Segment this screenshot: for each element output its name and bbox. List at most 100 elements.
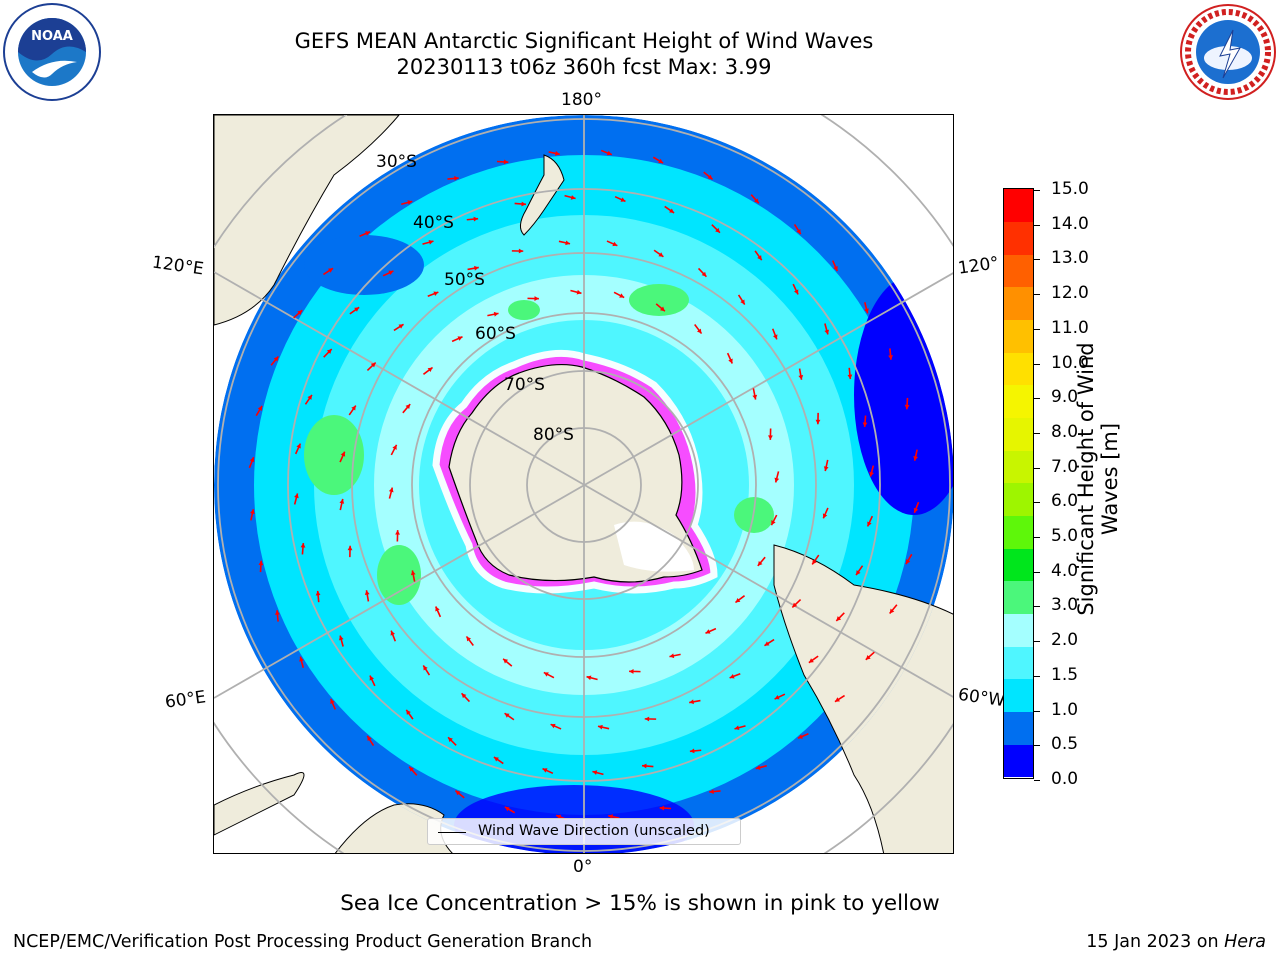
wave-direction-arrowhead	[792, 602, 798, 608]
chart-subtitle: 20230113 t06z 360h fcst Max: 3.99	[396, 55, 772, 79]
wave-direction-arrowhead	[474, 265, 479, 271]
colorbar-tick-mark	[1034, 606, 1040, 608]
svg-text:NOAA: NOAA	[31, 29, 73, 44]
colorbar-tick-label: 3.0	[1051, 595, 1079, 616]
colorbar-tick-mark	[1034, 259, 1040, 261]
colorbar-tick-mark	[1034, 710, 1040, 712]
wave-direction-arrowhead	[808, 658, 814, 663]
colorbar-band	[1004, 679, 1033, 713]
colorbar-band	[1004, 515, 1033, 549]
wave-direction-arrowhead	[406, 709, 411, 715]
wave-direction-arrowhead	[774, 477, 780, 483]
map-legend: Wind Wave Direction (unscaled)	[427, 818, 741, 845]
colorbar-tick-label: 0.5	[1051, 734, 1079, 755]
wave-direction-arrowhead	[642, 763, 647, 769]
colorbar-band	[1004, 189, 1033, 223]
wave-direction-arrowhead	[398, 324, 404, 329]
footer-date: 15 Jan 2023 on Hera	[1086, 932, 1266, 952]
wave-direction-arrowhead	[388, 487, 394, 493]
colorbar-tick-mark	[1034, 780, 1040, 781]
chart-title: GEFS MEAN Antarctic Significant Height o…	[294, 29, 874, 53]
wave-direction-arrowhead	[273, 356, 279, 362]
wave-direction-arrowhead	[409, 766, 414, 772]
wave-direction-arrowhead	[696, 328, 702, 334]
wave-direction-arrowhead	[370, 362, 376, 368]
wave-direction-arrowhead	[250, 509, 255, 515]
wave-direction-arrowhead	[729, 674, 735, 679]
wave-direction-arrowhead	[405, 404, 411, 410]
wave-direction-arrowhead	[493, 757, 499, 762]
colorbar-band	[1004, 352, 1033, 386]
wave-direction-arrowhead	[905, 559, 911, 565]
graticule	[214, 115, 953, 853]
wave-direction-arrowhead	[503, 658, 509, 664]
nws-logo	[1178, 2, 1278, 106]
wave-direction-arrowhead	[330, 698, 335, 704]
wave-direction-arrowhead	[550, 723, 556, 729]
wave-direction-arrowhead	[307, 394, 312, 400]
wave-direction-arrowhead	[798, 375, 804, 380]
wave-direction-arrowhead	[326, 349, 332, 354]
wave-direction-arrowhead	[297, 310, 303, 315]
wave-direction-arrowhead	[576, 289, 582, 295]
wave-direction-arrowhead	[715, 227, 720, 233]
footer-credit: NCEP/EMC/Verification Post Processing Pr…	[13, 932, 593, 952]
wave-direction-arrowhead	[659, 306, 665, 312]
wave-direction-arrowhead	[427, 367, 433, 373]
wave-direction-arrowhead	[815, 419, 821, 425]
wave-direction-arrowhead	[771, 520, 776, 526]
colorbar-tick-mark	[1034, 294, 1040, 296]
wave-direction-arrowhead	[339, 498, 345, 504]
wave-direction-arrowhead	[556, 814, 562, 820]
wave-direction-arrowhead	[619, 293, 625, 298]
wave-direction-arrowhead	[689, 748, 695, 754]
wave-direction-arrowhead	[629, 669, 634, 674]
wave-direction-arrowhead	[689, 699, 694, 705]
wave-direction-arrowhead	[428, 239, 434, 245]
colorbar-tick-label: 8.0	[1051, 421, 1079, 442]
wave-direction-arrowhead	[328, 268, 334, 273]
wave-direction-arrowhead	[461, 693, 467, 699]
colorbar-tick-mark	[1034, 502, 1040, 504]
wind-wave-arrows	[248, 149, 920, 821]
colorbar-band	[1004, 483, 1033, 517]
wave-direction-arrowhead	[812, 559, 817, 565]
wave-direction-arrowhead	[565, 240, 571, 246]
legend-line-swatch	[438, 832, 466, 833]
colorbar-tick-label: 1.5	[1051, 664, 1079, 685]
colorbar-tick-label: 9.0	[1051, 387, 1079, 408]
lat-label-60s: 60°S	[475, 324, 516, 344]
colorbar	[1003, 188, 1034, 779]
colorbar-tick-mark	[1034, 641, 1040, 643]
wave-direction-arrowhead	[658, 158, 664, 164]
colorbar-band	[1004, 581, 1033, 615]
colorbar-tick-mark	[1034, 675, 1040, 677]
colorbar-tick-mark	[1034, 224, 1040, 226]
colorbar-tick-label: 5.0	[1051, 526, 1079, 547]
wave-direction-arrowhead	[862, 422, 868, 427]
wave-direction-arrowhead	[608, 814, 614, 819]
wave-direction-arrowhead	[754, 198, 759, 204]
wave-direction-arrowhead	[701, 271, 707, 277]
wave-direction-arrowhead	[793, 289, 799, 295]
wave-direction-arrowhead	[913, 455, 918, 461]
colorbar-tick-label: 10.0	[1051, 352, 1089, 373]
wave-direction-arrowhead	[542, 768, 548, 773]
colorbar-band	[1004, 221, 1033, 255]
wave-direction-arrowhead	[592, 770, 598, 775]
wave-direction-arrowhead	[423, 665, 428, 671]
colorbar-band	[1004, 613, 1033, 647]
wave-direction-arrowhead	[606, 150, 612, 156]
lat-label-50s: 50°S	[444, 270, 485, 290]
footer-date-text: 15 Jan 2023 on	[1086, 932, 1225, 952]
wave-direction-arrowhead	[364, 590, 370, 595]
wave-direction-arrowhead	[888, 355, 893, 360]
wave-direction-arrowhead	[570, 195, 576, 200]
wave-direction-arrowhead	[504, 806, 510, 812]
colorbar-band	[1004, 711, 1033, 745]
lon-label-180: 180°	[561, 90, 602, 110]
colorbar-tick-mark	[1034, 398, 1040, 400]
colorbar-tick-label: 12.0	[1051, 283, 1089, 304]
wave-direction-arrowhead	[768, 435, 773, 440]
wave-direction-arrowhead	[504, 713, 510, 718]
